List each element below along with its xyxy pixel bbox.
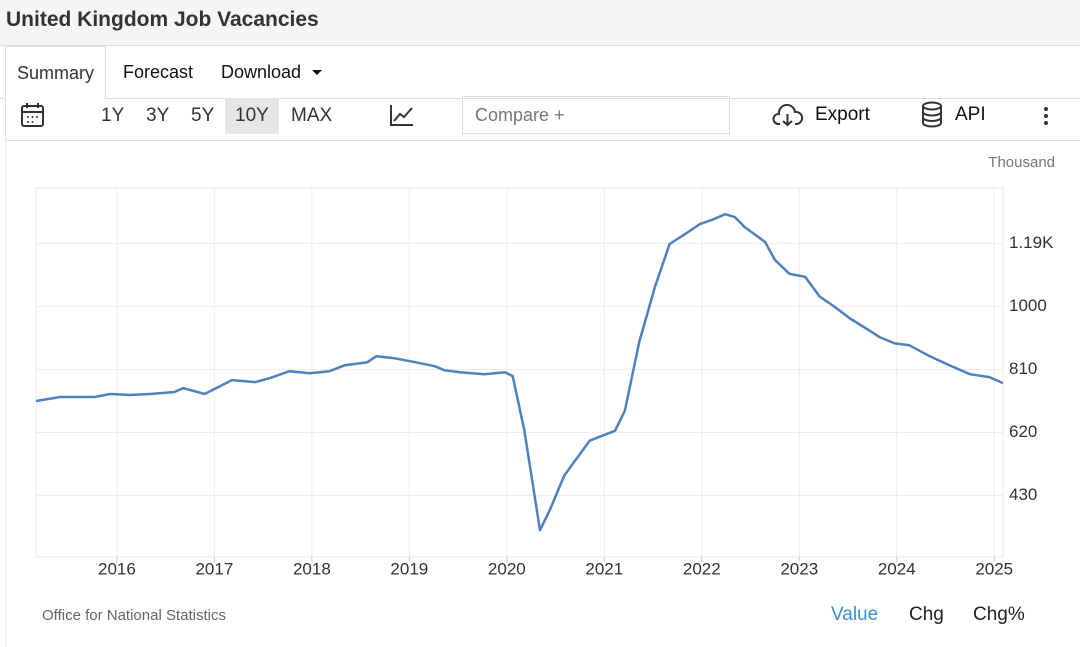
source-label: Office for National Statistics bbox=[42, 607, 226, 624]
x-tick-label: 2023 bbox=[780, 559, 818, 578]
range-button[interactable]: 10Y bbox=[225, 98, 279, 134]
tab[interactable]: Summary bbox=[5, 46, 107, 100]
chart-type-icon[interactable] bbox=[389, 103, 415, 127]
y-tick-label: 1000 bbox=[1009, 296, 1047, 315]
api-icon[interactable] bbox=[920, 101, 944, 129]
view-toggle[interactable]: Chg bbox=[909, 604, 944, 625]
page-title: United Kingdom Job Vacancies bbox=[6, 8, 319, 31]
x-tick-label: 2018 bbox=[293, 559, 331, 578]
data-line bbox=[35, 212, 1004, 532]
range-button[interactable]: 5Y bbox=[191, 105, 215, 126]
range-button[interactable]: 3Y bbox=[146, 105, 170, 126]
view-toggle[interactable]: Value bbox=[831, 604, 879, 625]
dropdown-caret bbox=[312, 70, 323, 76]
x-tick-label: 2022 bbox=[683, 559, 721, 578]
tab[interactable]: Forecast bbox=[123, 62, 194, 82]
x-tick-label: 2016 bbox=[98, 559, 136, 578]
x-tick-label: 2017 bbox=[195, 559, 233, 578]
x-tick-label: 2025 bbox=[975, 559, 1013, 578]
api-button[interactable]: API bbox=[955, 104, 986, 125]
chart: Thousand 430 620 810 1000 1.19K 2016 2017 2018 20… bbox=[35, 154, 1055, 578]
title-bar bbox=[0, 0, 1080, 46]
plot-area bbox=[35, 187, 1004, 558]
y-tick-label: 1.19K bbox=[1009, 233, 1054, 252]
compare-input[interactable]: Compare + bbox=[462, 96, 730, 134]
y-tick-label: 430 bbox=[1009, 485, 1037, 504]
range-button[interactable]: MAX bbox=[291, 105, 333, 126]
toolbar: 1Y 3Y 5Y 10Y MAX bbox=[5, 98, 1080, 141]
chart-container bbox=[5, 140, 1080, 647]
x-tick-label: 2020 bbox=[488, 559, 526, 578]
x-tick-label: 2019 bbox=[390, 559, 428, 578]
export-button[interactable]: Export bbox=[815, 104, 870, 125]
y-tick-label: 810 bbox=[1009, 359, 1037, 378]
range-button[interactable]: 1Y bbox=[101, 105, 125, 126]
y-unit-label: Thousand bbox=[988, 154, 1055, 171]
more-menu[interactable] bbox=[1040, 106, 1052, 128]
tab[interactable]: Download bbox=[221, 46, 325, 98]
x-tick-label: 2021 bbox=[585, 559, 623, 578]
calendar-icon[interactable] bbox=[20, 102, 46, 130]
tab-bar: Summary Forecast Download bbox=[0, 46, 1080, 100]
export-icon[interactable] bbox=[772, 104, 804, 128]
y-tick-label: 620 bbox=[1009, 422, 1037, 441]
view-toggle[interactable]: Chg% bbox=[973, 604, 1025, 625]
x-tick-label: 2024 bbox=[878, 559, 916, 578]
